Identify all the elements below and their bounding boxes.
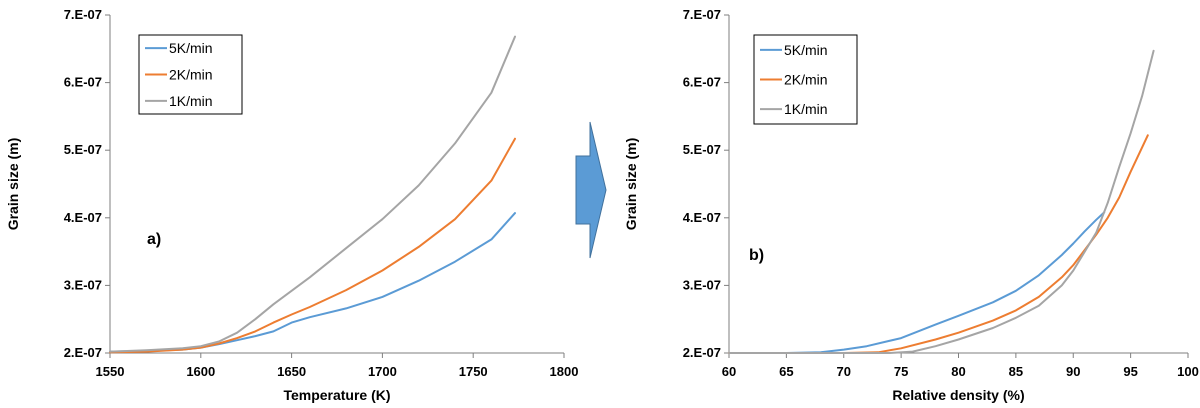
chart-a-series-line-3 <box>109 35 516 353</box>
chart-a-legend-label: 2K/min <box>169 67 213 83</box>
chart-panel-a: 2.E-07 3.E-07 4.E-07 5.E-07 6.E-07 7.E-07 1550… <box>5 7 578 403</box>
chart-b-panel-label: b) <box>749 247 764 264</box>
chart-b-y-tick-label: 4.E-07 <box>683 210 721 225</box>
chart-b-x-tick-label: 60 <box>722 364 736 379</box>
chart-a-y-tick-label: 2.E-07 <box>64 345 102 360</box>
chart-a-x-tick-label: 1700 <box>368 364 397 379</box>
chart-b-x-tick-label: 95 <box>1123 364 1137 379</box>
arrow-right-icon <box>575 121 607 259</box>
chart-b-x-tick-label: 65 <box>779 364 793 379</box>
chart-a-y-axis-label: Grain size (m) <box>5 138 21 231</box>
chart-b-series-line-3 <box>728 49 1155 354</box>
chart-b-y-tick-label: 7.E-07 <box>683 7 721 22</box>
chart-a-y-tick-label: 4.E-07 <box>64 210 102 225</box>
chart-panel-b: 2.E-07 3.E-07 4.E-07 5.E-07 6.E-07 7.E-07 60 65… <box>623 7 1199 403</box>
chart-b-legend-label: 2K/min <box>784 72 828 88</box>
chart-b-x-tick-label: 75 <box>894 364 908 379</box>
chart-b-legend-label: 5K/min <box>784 42 828 58</box>
chart-b-x-tick-label: 85 <box>1009 364 1023 379</box>
chart-a-x-axis-label: Temperature (K) <box>283 387 390 403</box>
chart-b-x-tick-label: 90 <box>1066 364 1080 379</box>
chart-a-y-tick-label: 7.E-07 <box>64 7 102 22</box>
chart-b-y-axis-label: Grain size (m) <box>623 138 639 231</box>
chart-a-legend-label: 1K/min <box>169 93 213 109</box>
chart-b-x-tick-label: 100 <box>1177 364 1199 379</box>
chart-b-x-tick-label: 70 <box>837 364 851 379</box>
chart-b-y-tick-label: 6.E-07 <box>683 75 721 90</box>
chart-b-series-line-1 <box>728 211 1106 354</box>
chart-b-y-tick-label: 5.E-07 <box>683 142 721 157</box>
chart-a-y-tick-label: 6.E-07 <box>64 75 102 90</box>
chart-a-series-line-1 <box>109 212 516 353</box>
chart-b-legend-label: 1K/min <box>784 101 828 117</box>
chart-a-series-line-2 <box>109 137 516 354</box>
chart-a-x-tick-label: 1800 <box>550 364 579 379</box>
chart-a-x-tick-label: 1600 <box>186 364 215 379</box>
chart-a-panel-label: a) <box>147 231 161 248</box>
chart-b-x-axis-label: Relative density (%) <box>892 387 1024 403</box>
chart-a-legend-label: 5K/min <box>169 40 213 56</box>
chart-b-y-tick-label: 3.E-07 <box>683 277 721 292</box>
chart-a-y-tick-label: 5.E-07 <box>64 142 102 157</box>
chart-a-x-tick-label: 1750 <box>459 364 488 379</box>
chart-b-series-line-2 <box>728 134 1149 354</box>
chart-a-y-tick-label: 3.E-07 <box>64 277 102 292</box>
chart-a-x-tick-label: 1550 <box>96 364 125 379</box>
chart-b-x-tick-label: 80 <box>951 364 965 379</box>
chart-a-x-tick-label: 1650 <box>277 364 306 379</box>
chart-b-y-tick-label: 2.E-07 <box>683 345 721 360</box>
